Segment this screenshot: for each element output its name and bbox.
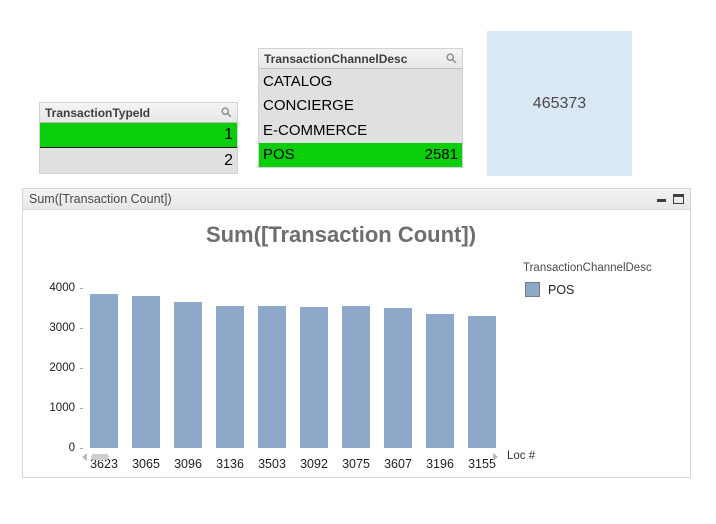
x-tick-label-3607[interactable]: 3607 [384,457,412,471]
y-tick-mark [80,328,83,329]
chart-title: Sum([Transaction Count]) [205,222,477,247]
y-tick-mark [80,368,83,369]
search-icon[interactable] [221,107,232,118]
listbox-transaction-channel-header[interactable]: TransactionChannelDesc [259,49,462,69]
x-tick-label-3503[interactable]: 3503 [258,457,286,471]
chart-caption-title: Sum([Transaction Count]) [29,192,172,206]
list-item-e-commerce[interactable]: E-COMMERCE [259,118,462,143]
y-tick-label: 1000 [49,401,75,414]
list-item-label: E-COMMERCE [263,121,368,139]
bar-3623[interactable] [90,294,118,448]
y-tick-mark [80,288,83,289]
bar-3075[interactable] [342,306,370,448]
legend-swatch [525,282,540,297]
list-item-frequency: 1 [224,126,233,143]
chart-legend: TransactionChannelDesc POS [523,262,652,297]
list-item-frequency: 2581 [424,146,458,164]
list-item-catalog[interactable]: CATALOG [259,69,462,94]
bar-3155[interactable] [468,316,496,448]
list-item-2[interactable]: 2 [40,148,237,173]
list-item-label: POS [263,146,295,164]
legend-item: POS [525,282,652,297]
listbox-transaction-type-header[interactable]: TransactionTypeId [40,103,237,123]
kpi-value: 465373 [532,94,587,112]
x-tick-label-3065[interactable]: 3065 [132,457,160,471]
x-tick-label-3136[interactable]: 3136 [216,457,244,471]
list-item-concierge[interactable]: CONCIERGE [259,93,462,118]
search-icon[interactable] [446,53,457,64]
list-item-label: CATALOG [263,72,333,90]
bar-3607[interactable] [384,308,412,448]
chart-caption-bar[interactable]: Sum([Transaction Count]) [23,189,690,210]
x-tick-label-3155[interactable]: 3155 [468,457,496,471]
bar-3136[interactable] [216,306,244,448]
chart-body: Sum([Transaction Count]) TransactionChan… [23,210,690,477]
caption-buttons [657,194,684,204]
scroll-right-icon[interactable] [493,453,498,461]
chart-window: Sum([Transaction Count]) Sum([Transactio… [22,188,691,478]
bar-3096[interactable] [174,302,202,448]
list-item-frequency: 2 [224,151,233,169]
bar-3503[interactable] [258,306,286,448]
legend-label: POS [548,282,575,297]
listbox-rows: CATALOG CONCIERGE E-COMMERCE POS 2581 [259,69,462,167]
y-tick-label: 4000 [49,281,75,294]
legend-title: TransactionChannelDesc [523,262,652,274]
scrollbar-thumb[interactable] [91,454,109,460]
x-tick-label-3196[interactable]: 3196 [426,457,454,471]
bar-3065[interactable] [132,296,160,448]
list-item-1[interactable]: 1 [40,123,237,148]
x-tick-label-3096[interactable]: 3096 [174,457,202,471]
listbox-title: TransactionChannelDesc [264,51,408,66]
listbox-title: TransactionTypeId [45,105,151,120]
x-axis-title: Loc # [507,450,536,462]
listbox-transaction-channel: TransactionChannelDesc CATALOG CONCIERGE E… [258,48,463,168]
x-tick-label-3092[interactable]: 3092 [300,457,328,471]
bar-3092[interactable] [300,306,328,448]
x-tick-label-3075[interactable]: 3075 [342,457,370,471]
kpi-text-object: 465373 [487,31,632,176]
x-tick-label-3623[interactable]: 3623 [90,457,118,471]
scroll-left-icon[interactable] [82,453,87,461]
list-item-label: CONCIERGE [263,97,354,115]
y-tick-mark [80,448,83,449]
list-item-pos[interactable]: POS 2581 [259,142,462,167]
maximize-icon[interactable] [673,194,684,204]
y-tick-mark [80,408,83,409]
y-tick-label: 3000 [49,321,75,334]
y-tick-label: 0 [68,441,75,454]
bar-3196[interactable] [426,314,454,448]
y-tick-label: 2000 [49,361,75,374]
minimize-icon[interactable] [657,199,666,202]
